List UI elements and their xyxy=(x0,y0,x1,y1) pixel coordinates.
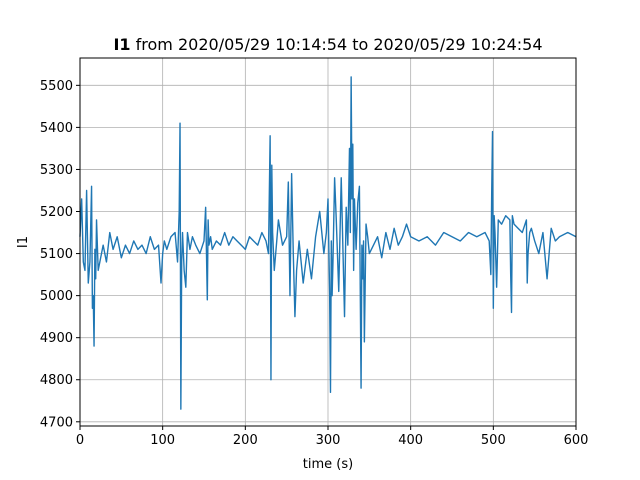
y-tick-label: 5100 xyxy=(40,247,73,262)
chart-title-bold: I1 xyxy=(113,35,130,54)
x-tick-label: 600 xyxy=(564,433,589,448)
y-tick-label: 5500 xyxy=(40,79,73,94)
x-tick-label: 100 xyxy=(150,433,175,448)
x-axis-ticks: 0 100 200 300 400 500 600 xyxy=(76,426,589,448)
y-tick-label: 5200 xyxy=(40,205,73,220)
y-tick-label: 4700 xyxy=(40,415,73,430)
x-tick-label: 400 xyxy=(398,433,423,448)
x-tick-label: 0 xyxy=(76,433,84,448)
series-line-i1 xyxy=(79,76,577,410)
y-tick-label: 5000 xyxy=(40,289,73,304)
x-tick-label: 500 xyxy=(481,433,506,448)
x-tick-label: 200 xyxy=(233,433,258,448)
y-tick-label: 4800 xyxy=(40,373,73,388)
chart-title: I1 from 2020/05/29 10:14:54 to 2020/05/2… xyxy=(113,35,542,54)
x-tick-label: 300 xyxy=(316,433,341,448)
y-axis-ticks: 4700 4800 4900 5000 5100 5200 5300 5400 5500 xyxy=(40,79,80,430)
x-axis-label: time (s) xyxy=(303,457,353,472)
chart-title-rest: from 2020/05/29 10:14:54 to 2020/05/29 1… xyxy=(131,35,543,54)
y-tick-label: 5300 xyxy=(40,163,73,178)
y-tick-label: 5400 xyxy=(40,121,73,136)
y-tick-label: 4900 xyxy=(40,331,73,346)
y-axis-label: I1 xyxy=(16,236,31,248)
